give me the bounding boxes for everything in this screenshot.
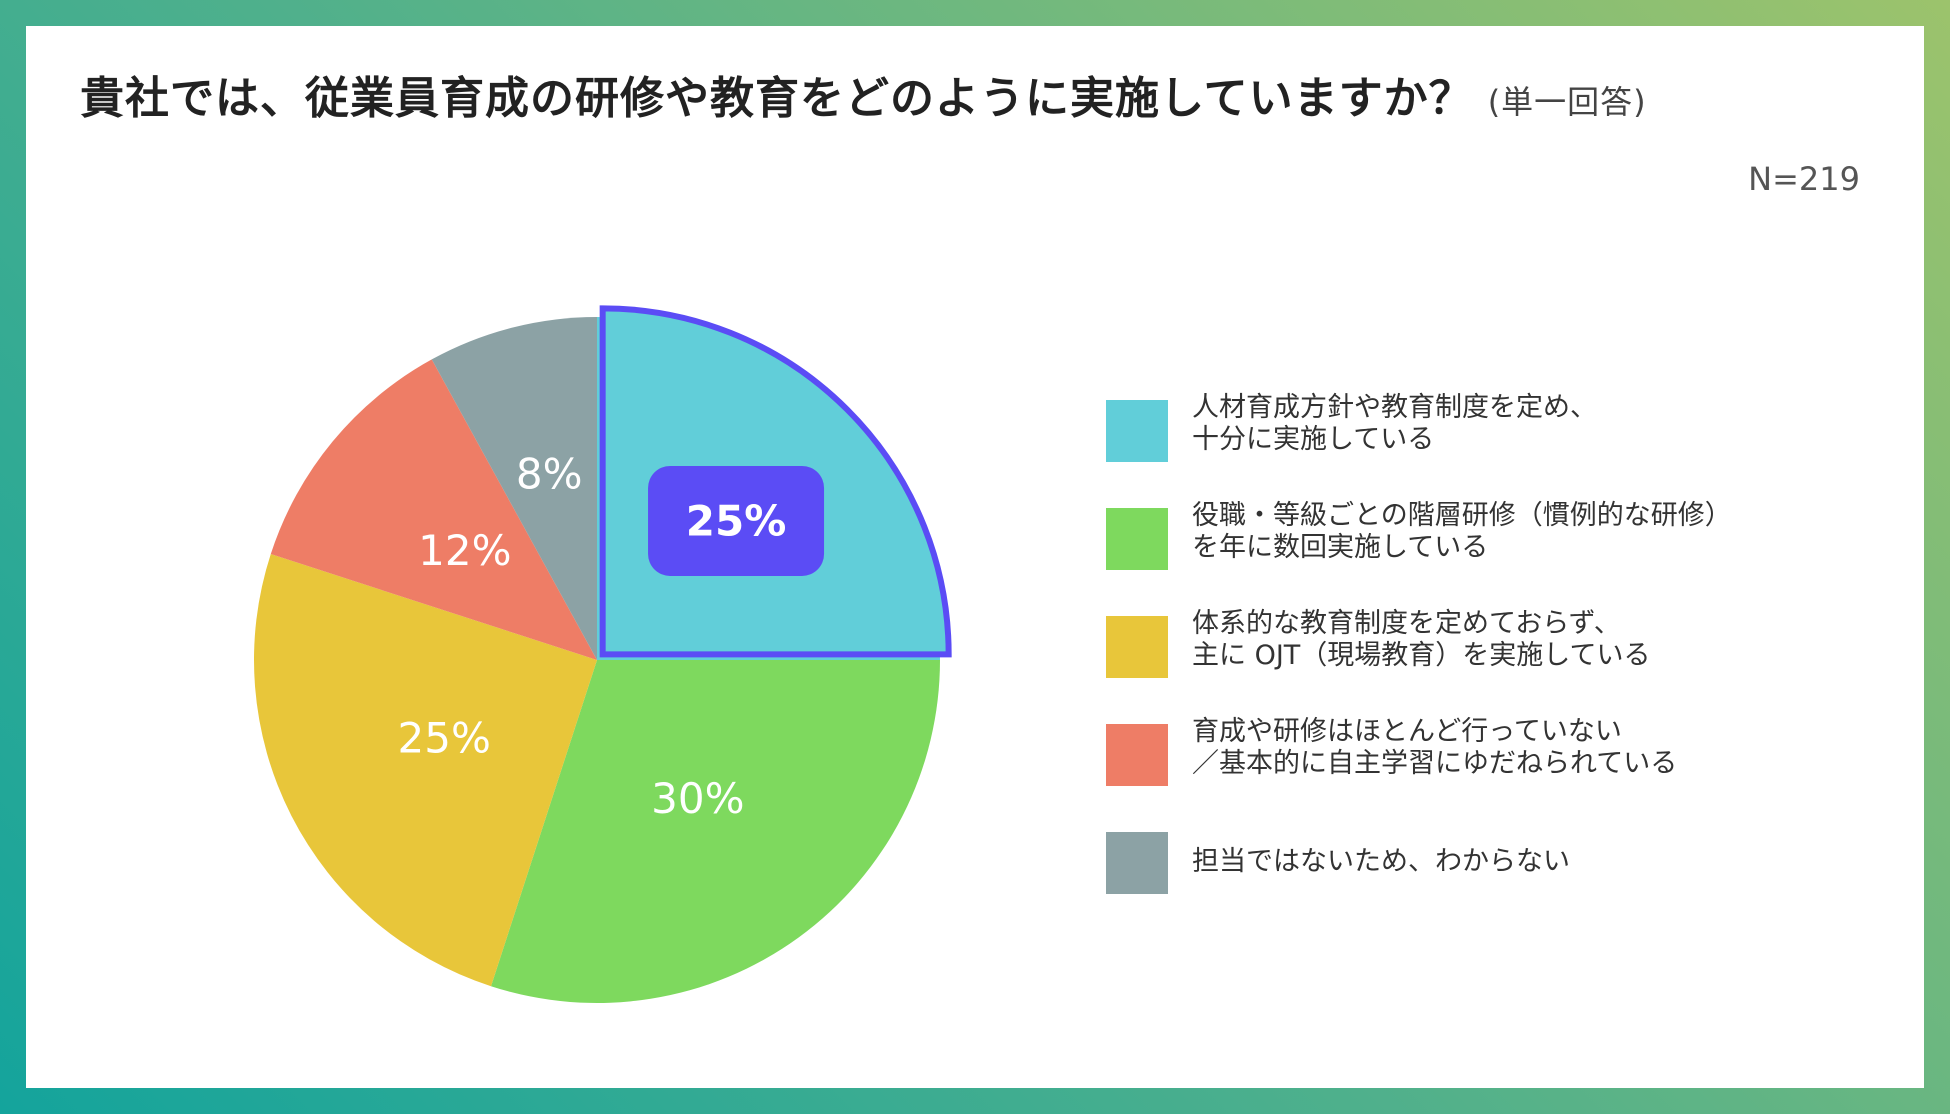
legend-item: 担当ではないため、わからない: [1106, 824, 1866, 932]
legend-label: 担当ではないため、わからない: [1192, 846, 1570, 877]
legend-item: 体系的な教育制度を定めておらず、 主に OJT（現場教育）を実施している: [1106, 608, 1866, 716]
slice-value-label: 25%: [398, 713, 491, 762]
legend-label: 育成や研修はほとんど行っていない ／基本的に自主学習にゆだねられている: [1192, 716, 1678, 779]
slice-value-label: 30%: [651, 774, 744, 823]
chart-title: 貴社では、従業員育成の研修や教育をどのように実施していますか？ (単一回答): [80, 62, 1840, 126]
highlight-badge: [648, 465, 825, 576]
pie-slice: [254, 554, 597, 987]
title-text: 貴社では、従業員育成の研修や教育をどのように実施していますか？: [80, 73, 1474, 124]
legend-item: 人材育成方針や教育制度を定め、 十分に実施している: [1106, 392, 1866, 500]
legend-swatch: [1106, 724, 1168, 786]
pie-slice: [491, 660, 940, 1003]
legend-label: 人材育成方針や教育制度を定め、 十分に実施している: [1192, 392, 1597, 455]
slice-value-label: 25%: [686, 496, 787, 545]
legend-label: 役職・等級ごとの階層研修（慣例的な研修） を年に数回実施している: [1192, 500, 1732, 563]
slice-value-label: 12%: [418, 526, 511, 575]
legend-label: 体系的な教育制度を定めておらず、 主に OJT（現場教育）を実施している: [1192, 608, 1651, 671]
legend-swatch: [1106, 400, 1168, 462]
legend-item: 育成や研修はほとんど行っていない ／基本的に自主学習にゆだねられている: [1106, 716, 1866, 824]
pie-slice: [270, 359, 597, 660]
slice-value-label: 8%: [516, 449, 583, 498]
title-note: (単一回答): [1487, 83, 1647, 121]
legend-swatch: [1106, 832, 1168, 894]
sample-size-label: N=219: [1748, 160, 1860, 198]
legend: 人材育成方針や教育制度を定め、 十分に実施している 役職・等級ごとの階層研修（慣…: [1106, 392, 1866, 932]
legend-swatch: [1106, 616, 1168, 678]
pie-slice: [431, 317, 597, 660]
legend-item: 役職・等級ごとの階層研修（慣例的な研修） を年に数回実施している: [1106, 500, 1866, 608]
legend-swatch: [1106, 508, 1168, 570]
